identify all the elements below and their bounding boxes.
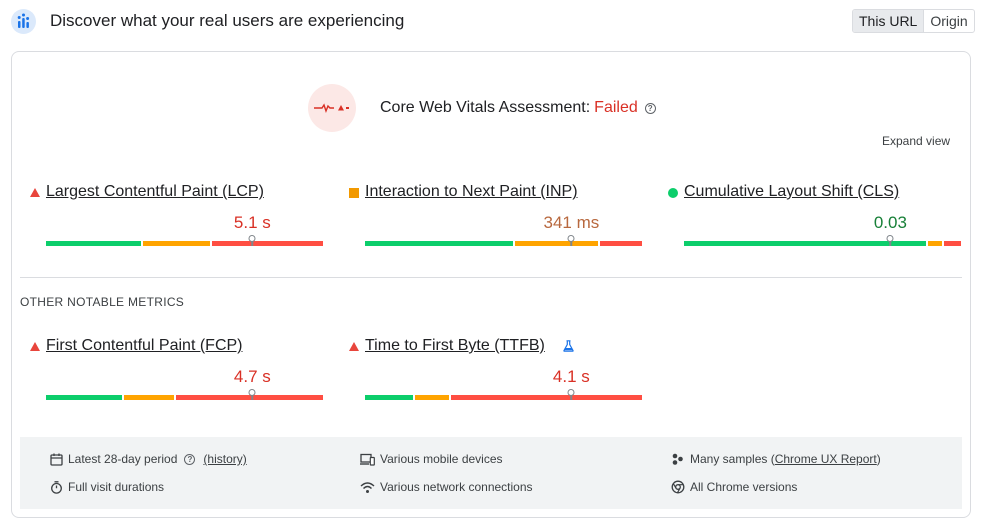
- needs-improvement-square-icon: [349, 188, 359, 198]
- devices-label: Various mobile devices: [380, 452, 503, 466]
- metric-fcp: First Contentful Paint (FCP) 4.7 s: [30, 337, 323, 407]
- versions-info: All Chrome versions: [671, 480, 797, 494]
- section-divider: [20, 277, 962, 278]
- period-info: Latest 28-day period ? (history): [50, 452, 247, 466]
- expand-view-button[interactable]: Expand view: [882, 134, 951, 148]
- chrome-icon: [671, 480, 685, 494]
- metric-value: 4.1 s: [552, 367, 590, 386]
- poor-segment: [212, 241, 323, 246]
- metric-value: 5.1 s: [233, 213, 271, 232]
- p75-marker-line: [251, 241, 254, 246]
- users-icon: [672, 453, 683, 465]
- p75-marker-line: [570, 395, 573, 400]
- p75-marker-line: [889, 241, 892, 246]
- good-segment: [46, 241, 141, 246]
- devices-info: Various mobile devices: [360, 452, 503, 466]
- good-segment: [365, 241, 513, 246]
- distribution-bar: [684, 235, 961, 246]
- samples-prefix: Many samples (: [690, 452, 775, 466]
- metric-value: 341 ms: [543, 213, 600, 232]
- report-header: Discover what your real users are experi…: [0, 0, 982, 42]
- field-data-card: [11, 51, 971, 518]
- connections-info: Various network connections: [360, 480, 533, 494]
- connections-label: Various network connections: [380, 480, 533, 494]
- p75-marker-line: [570, 241, 573, 246]
- period-label: Latest 28-day period: [68, 452, 178, 466]
- poor-segment: [176, 395, 323, 400]
- other-metrics-heading: OTHER NOTABLE METRICS: [20, 295, 185, 309]
- help-icon[interactable]: ?: [644, 102, 656, 114]
- flask-icon[interactable]: [563, 340, 574, 352]
- tab-this-url[interactable]: This URL: [853, 10, 925, 32]
- page-title: Discover what your real users are experi…: [50, 11, 405, 30]
- devices-icon: [360, 453, 375, 466]
- url-origin-toggle[interactable]: This URL Origin: [852, 9, 975, 33]
- poor-triangle-icon: [30, 342, 40, 351]
- needs-improvement-segment: [927, 241, 943, 246]
- metric-name[interactable]: Time to First Byte (TTFB): [365, 337, 545, 354]
- metric-inp: Interaction to Next Paint (INP) 341 ms: [349, 183, 642, 253]
- metric-value: 4.7 s: [233, 367, 271, 386]
- p75-marker: [567, 389, 575, 396]
- good-circle-icon: [668, 188, 678, 198]
- p75-marker: [567, 235, 575, 242]
- stopwatch-icon: [51, 480, 62, 494]
- assessment-status: Failed: [594, 99, 638, 116]
- distribution-bar: [365, 235, 642, 246]
- data-info-footer: Latest 28-day period ? (history) Full vi…: [20, 437, 962, 509]
- metric-ttfb: Time to First Byte (TTFB) 4.1 s: [349, 337, 642, 407]
- history-link[interactable]: (history): [203, 452, 247, 466]
- distribution-bar: [365, 389, 642, 400]
- poor-segment: [600, 241, 642, 246]
- poor-segment: [944, 241, 961, 246]
- metric-value: 0.03: [873, 213, 907, 232]
- metric-lcp: Largest Contentful Paint (LCP) 5.1 s: [30, 183, 323, 253]
- crux-chart-icon: [11, 9, 36, 34]
- p75-marker: [248, 235, 256, 242]
- wifi-icon: [360, 481, 375, 493]
- distribution-bar: [46, 389, 323, 400]
- durations-label: Full visit durations: [68, 480, 165, 494]
- needs-improvement-segment: [142, 241, 211, 246]
- good-segment: [684, 241, 926, 246]
- assessment-label: Core Web Vitals Assessment:: [380, 99, 591, 116]
- metric-name[interactable]: Cumulative Layout Shift (CLS): [684, 183, 900, 200]
- p75-marker: [248, 389, 256, 396]
- good-segment: [46, 395, 122, 400]
- poor-triangle-icon: [30, 188, 40, 197]
- failed-assessment-icon: [308, 84, 356, 132]
- poor-triangle-icon: [349, 342, 359, 351]
- cwv-assessment: Core Web Vitals Assessment: Failed ?: [380, 99, 656, 117]
- needs-improvement-segment: [514, 241, 599, 246]
- needs-improvement-segment: [123, 395, 175, 400]
- metric-cls: Cumulative Layout Shift (CLS) 0.03: [668, 183, 961, 253]
- crux-report-link[interactable]: Chrome UX Report: [774, 452, 877, 466]
- distribution-bar: [46, 235, 323, 246]
- tab-origin[interactable]: Origin: [930, 13, 968, 29]
- p75-marker: [886, 235, 894, 242]
- metric-name[interactable]: First Contentful Paint (FCP): [46, 337, 243, 354]
- samples-suffix: ): [876, 452, 881, 466]
- samples-info: Many samples ( Chrome UX Report ): [671, 452, 881, 466]
- p75-marker-line: [251, 395, 254, 400]
- metric-name[interactable]: Interaction to Next Paint (INP): [365, 183, 578, 200]
- durations-info: Full visit durations: [50, 480, 164, 494]
- poor-segment: [450, 395, 642, 400]
- good-segment: [365, 395, 413, 400]
- needs-improvement-segment: [414, 395, 449, 400]
- metric-name[interactable]: Largest Contentful Paint (LCP): [46, 183, 264, 200]
- versions-label: All Chrome versions: [690, 480, 798, 494]
- calendar-icon: [50, 453, 63, 466]
- help-icon[interactable]: ?: [184, 453, 196, 465]
